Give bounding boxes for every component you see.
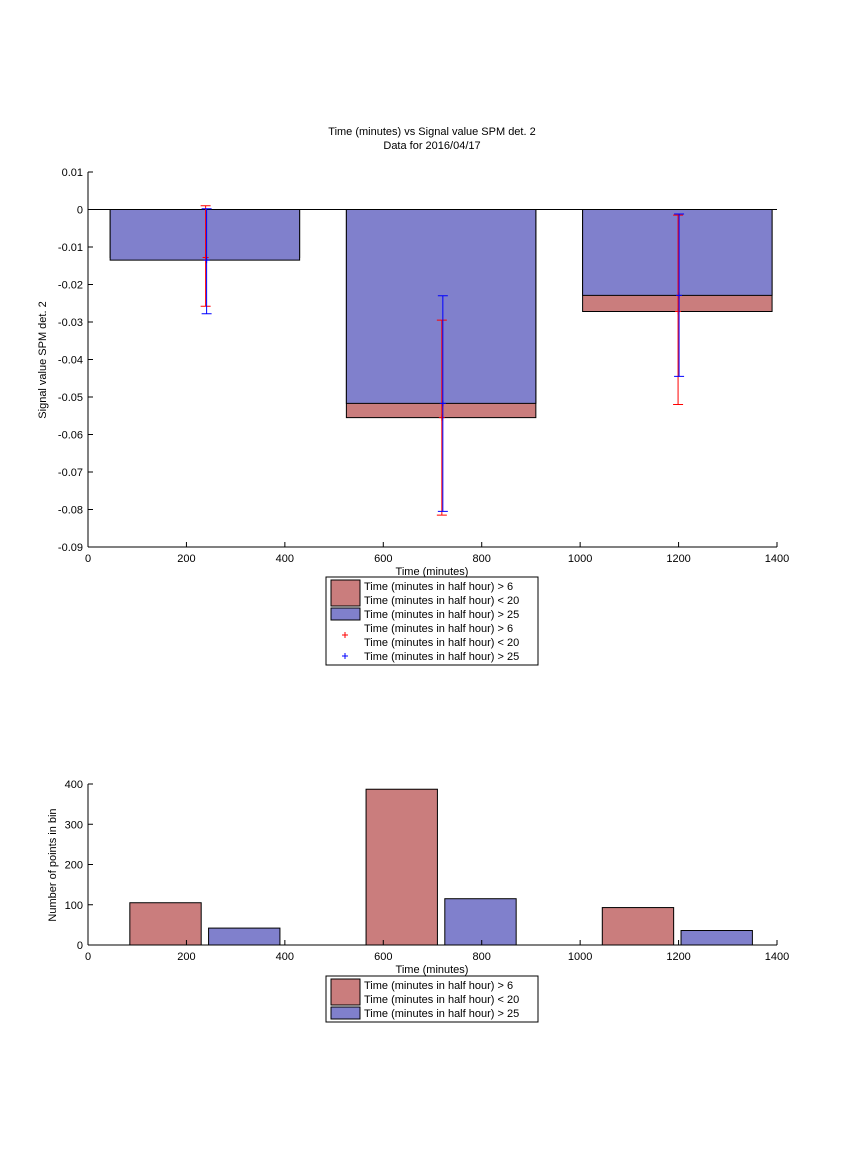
y-tick-label: -0.02 (58, 280, 83, 292)
legend-label: Time (minutes in half hour) < 20 (364, 637, 519, 649)
legend-label: Time (minutes in half hour) > 25 (364, 651, 519, 663)
y-tick-label: -0.06 (58, 430, 83, 442)
bar (582, 209, 773, 296)
x-axis-label: Time (minutes) (396, 964, 469, 976)
legend-swatch (330, 1006, 361, 1020)
y-tick-label: 300 (65, 819, 83, 831)
bars-layer (88, 209, 777, 419)
x-axis-label: Time (minutes) (396, 566, 469, 578)
legend-label: Time (minutes in half hour) > 6 (364, 623, 513, 635)
bar (680, 930, 753, 946)
y-tick-label: -0.09 (58, 542, 83, 554)
bar (345, 209, 537, 404)
legend-label: Time (minutes in half hour) > 25 (364, 609, 519, 621)
y-tick-label: -0.03 (58, 317, 83, 329)
legend: Time (minutes in half hour) > 6 Time (min… (325, 576, 539, 666)
bar (444, 898, 517, 946)
x-tick-label: 1200 (666, 553, 690, 565)
x-tick-label: 400 (276, 951, 294, 963)
y-tick-label: 0 (77, 940, 83, 952)
x-tick-label: 400 (276, 553, 294, 565)
y-axis-label: Number of points in bin (47, 808, 59, 921)
x-tick-label: 1400 (765, 553, 789, 565)
x-tick-label: 1200 (666, 951, 690, 963)
y-tick-label: 200 (65, 860, 83, 872)
y-tick-label: -0.05 (58, 392, 83, 404)
x-tick-label: 200 (177, 951, 195, 963)
x-tick-label: 1000 (568, 553, 592, 565)
x-tick-label: 0 (85, 951, 91, 963)
legend-label: Time (minutes in half hour) > 6 (364, 581, 513, 593)
y-tick-label: -0.04 (58, 355, 83, 367)
x-tick-label: 800 (473, 951, 491, 963)
chart-subtitle: Data for 2016/04/17 (383, 140, 480, 152)
y-tick-label: 0.01 (62, 167, 83, 179)
axes-layer: 0 200 400 600 800 1000 1200 1400 0.01 0 -0.01 -0.02… (58, 167, 789, 565)
bar (208, 927, 281, 946)
legend-box (325, 975, 539, 1023)
x-tick-label: 1000 (568, 951, 592, 963)
legend: Time (minutes in half hour) > 6 Time (min… (325, 975, 539, 1023)
legend-swatch (330, 579, 361, 607)
signal-chart: Time (minutes) vs Signal value SPM det. … (37, 126, 789, 666)
bar (365, 788, 438, 946)
y-axis-label: Signal value SPM det. 2 (37, 301, 49, 418)
legend-box (325, 576, 539, 666)
y-tick-label: 100 (65, 900, 83, 912)
bar (129, 902, 202, 946)
errorbars-layer (200, 205, 685, 516)
x-tick-label: 0 (85, 553, 91, 565)
legend-label: Time (minutes in half hour) < 20 (364, 595, 519, 607)
x-tick-label: 600 (374, 951, 392, 963)
x-tick-label: 1400 (765, 951, 789, 963)
legend-swatch (330, 607, 361, 621)
y-tick-label: -0.01 (58, 242, 83, 254)
y-tick-label: -0.07 (58, 467, 83, 479)
legend-label: Time (minutes in half hour) > 25 (364, 1008, 519, 1020)
legend-label: Time (minutes in half hour) > 6 (364, 980, 513, 992)
x-tick-label: 200 (177, 553, 195, 565)
y-tick-label: 400 (65, 779, 83, 791)
y-tick-label: 0 (77, 205, 83, 217)
x-tick-label: 800 (473, 553, 491, 565)
bar (109, 209, 301, 261)
legend-swatch (330, 978, 361, 1006)
bars-layer (129, 788, 753, 946)
x-tick-label: 600 (374, 553, 392, 565)
y-tick-label: -0.08 (58, 505, 83, 517)
legend-label: Time (minutes in half hour) < 20 (364, 994, 519, 1006)
chart-title: Time (minutes) vs Signal value SPM det. … (328, 126, 535, 138)
bar (601, 907, 675, 946)
